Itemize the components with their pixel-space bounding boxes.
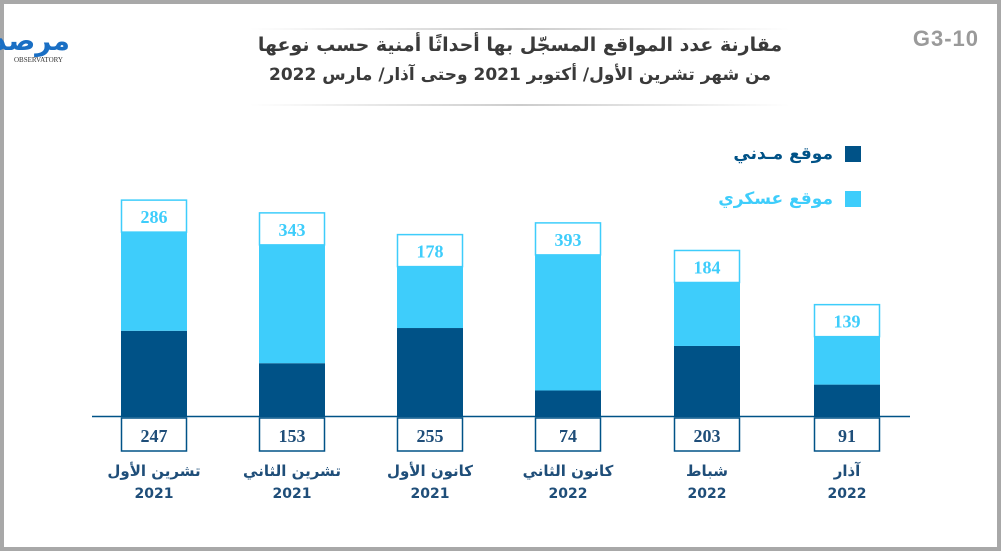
bar-military — [674, 282, 740, 346]
bar-military — [814, 336, 880, 385]
label-box-military — [258, 212, 326, 246]
data-label-military: 178 — [417, 242, 444, 262]
x-tick-label-month: تشرين الثاني — [243, 462, 341, 480]
x-tick-label-year: 2022 — [549, 486, 588, 502]
legend-label-civilian: موقع مـدني — [733, 144, 833, 164]
x-tick-label-year: 2021 — [135, 486, 174, 502]
label-box-civilian — [534, 417, 602, 452]
logo-mark: مرصد — [0, 24, 70, 57]
data-label-civilian: 74 — [559, 426, 577, 446]
legend-swatch-civilian — [845, 146, 861, 162]
data-label-military: 343 — [279, 220, 306, 240]
x-tick-label-year: 2022 — [828, 486, 867, 502]
data-label-military: 393 — [555, 230, 582, 250]
data-label-civilian: 91 — [838, 426, 856, 446]
label-box-civilian — [258, 417, 326, 452]
data-label-military: 184 — [694, 257, 721, 277]
x-tick-label-year: 2022 — [688, 486, 727, 502]
x-tick-label-month: كانون الثاني — [523, 462, 614, 480]
logo: مرصد OBSERVATORY — [0, 24, 70, 74]
legend-swatch-military — [845, 191, 861, 207]
label-box-military — [396, 233, 464, 268]
x-tick-label-month: تشرين الأول — [107, 462, 200, 480]
bar-civilian — [121, 330, 187, 416]
x-tick-label-year: 2021 — [273, 486, 312, 502]
x-tick-label-month: آذار — [833, 462, 861, 480]
label-box-military — [120, 199, 188, 233]
data-label-military: 286 — [141, 207, 168, 227]
label-box-military — [673, 249, 741, 284]
data-label-military: 139 — [834, 312, 861, 332]
bar-military — [121, 232, 187, 331]
bar-civilian — [814, 384, 880, 416]
data-label-civilian: 153 — [279, 426, 306, 446]
title-line-2: من شهر تشرين الأول/ أكتوبر 2021 وحتى آذا… — [269, 65, 771, 85]
title-rule-bottom — [250, 104, 790, 106]
label-box-civilian — [120, 417, 188, 452]
data-label-civilian: 247 — [141, 426, 168, 446]
title-rule-top — [250, 28, 790, 30]
label-box-civilian — [813, 417, 881, 452]
bar-military — [397, 266, 463, 329]
data-label-civilian: 255 — [417, 426, 444, 446]
legend-label-military: موقع عسكري — [718, 189, 833, 209]
x-tick-label-year: 2021 — [411, 486, 450, 502]
bar-civilian — [674, 345, 740, 416]
legend-civilian: موقع مـدني — [733, 144, 861, 164]
x-tick-label-month: شباط — [686, 462, 728, 480]
label-box-military — [534, 222, 602, 256]
x-tick-label-month: كانون الأول — [387, 462, 473, 480]
bar-military — [259, 244, 325, 364]
bar-civilian — [535, 390, 601, 416]
bar-civilian — [397, 328, 463, 416]
bar-military — [535, 254, 601, 391]
data-label-civilian: 203 — [694, 426, 721, 446]
chart-code-badge: G3-10 — [912, 26, 979, 51]
bar-civilian — [259, 363, 325, 416]
title-line-1: مقارنة عدد المواقع المسجّل بها أحداثًا أ… — [257, 34, 783, 56]
logo-sub: OBSERVATORY — [14, 56, 63, 64]
legend-military: موقع عسكري — [718, 189, 861, 209]
label-box-civilian — [396, 417, 464, 452]
label-box-civilian — [673, 417, 741, 452]
chart-title: مقارنة عدد المواقع المسجّل بها أحداثًا أ… — [240, 30, 800, 90]
label-box-military — [813, 303, 881, 338]
